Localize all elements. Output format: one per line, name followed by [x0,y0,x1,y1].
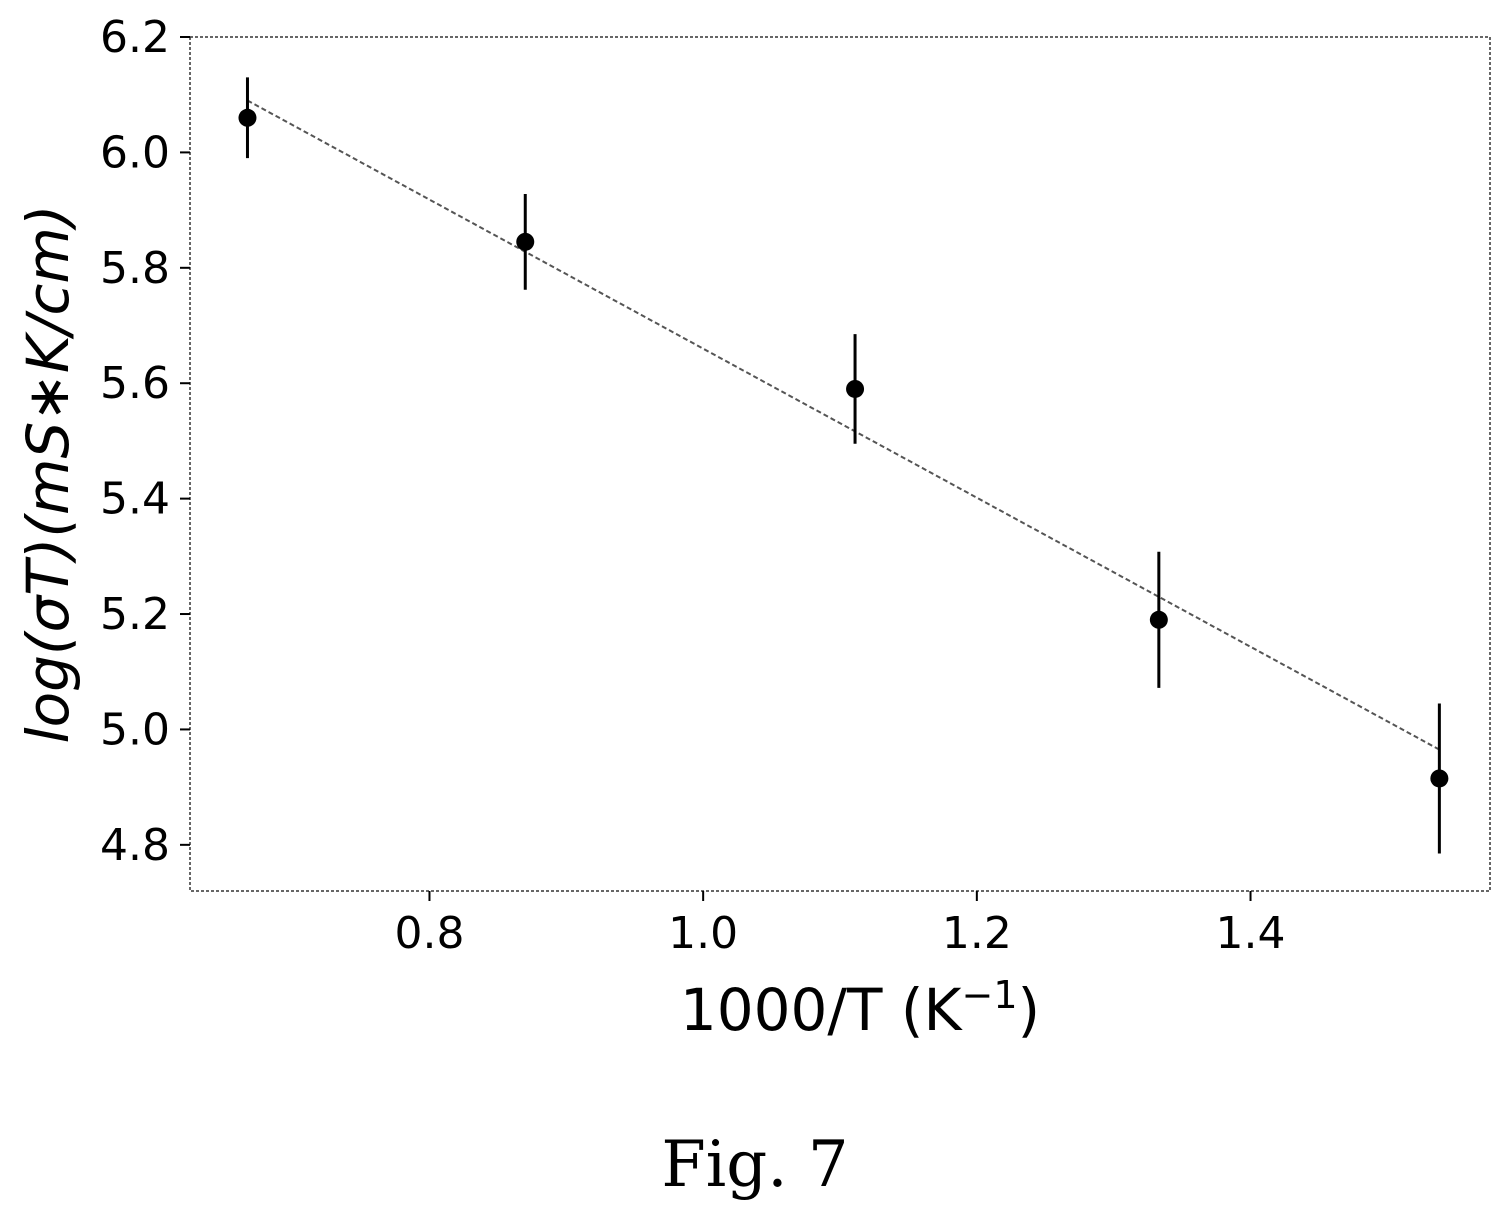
data-point [1430,769,1449,788]
x-tick-label: 1.0 [668,908,738,959]
x-tick-label: 1.2 [942,908,1012,959]
y-tick-label: 5.0 [100,704,170,755]
x-tick-label: 0.8 [394,908,464,959]
y-axis-title: log(σT)(mS∗K/cm) [14,205,82,744]
data-point [516,232,535,251]
x-axis-title: 1000/T (K−1) [680,973,1040,1044]
chart: 4.8 5.0 5.2 5.4 5.6 5.8 6.0 6.2 0.8 1.0 1.2 1.4 10… [14,12,1491,1044]
y-tick-label: 5.2 [100,589,170,640]
data-points [238,77,1449,854]
y-tick-label: 5.6 [100,358,170,409]
plot-frame [189,36,1491,892]
data-point [1149,610,1168,629]
y-tick-label: 5.4 [100,474,170,525]
y-tick-label: 5.8 [100,243,170,294]
y-tick-label: 6.2 [100,12,170,63]
y-tick-label: 6.0 [100,127,170,178]
x-axis: 0.8 1.0 1.2 1.4 [394,891,1286,959]
y-tick-label: 4.8 [100,820,170,871]
fit-line [246,99,1440,751]
x-tick-label: 1.4 [1216,908,1286,959]
data-point [846,379,865,398]
figure-caption: Fig. 7 [661,1128,849,1202]
data-point [238,108,257,127]
y-axis: 4.8 5.0 5.2 5.4 5.6 5.8 6.0 6.2 [100,12,190,871]
